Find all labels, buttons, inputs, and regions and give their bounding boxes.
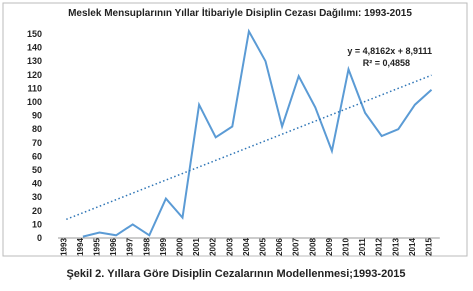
trend-equation: y = 4,8162x + 8,9111 <box>347 46 432 56</box>
x-tick-label: 2010 <box>342 238 351 256</box>
chart-title: Meslek Mensuplarının Yıllar İtibariyle D… <box>68 6 412 19</box>
x-tick-label: 2003 <box>225 238 234 256</box>
x-tick-label: 2012 <box>375 238 384 256</box>
y-tick-label: 60 <box>32 151 42 161</box>
y-tick-label: 20 <box>32 206 42 216</box>
trend-r2: R² = 0,4858 <box>363 58 410 68</box>
x-tick-label: 1995 <box>93 238 102 256</box>
y-tick-label: 10 <box>32 219 42 229</box>
caption: Şekil 2. Yıllara Göre Disiplin Cezaların… <box>66 268 405 280</box>
data-line <box>82 28 433 238</box>
x-tick-label: 2011 <box>358 238 367 256</box>
y-tick-label: 130 <box>27 56 42 66</box>
y-tick-label: 100 <box>27 97 42 107</box>
y-tick-label: 30 <box>32 192 42 202</box>
chart-frame <box>2 2 468 257</box>
y-tick-label: 110 <box>27 83 42 93</box>
x-tick-label: 1998 <box>142 238 151 256</box>
x-tick-label: 2005 <box>259 238 268 256</box>
x-tick-label: 2000 <box>176 238 185 256</box>
y-tick-label: 40 <box>32 179 42 189</box>
x-tick-label: 2015 <box>425 238 434 256</box>
y-tick-label: 0 <box>37 233 42 243</box>
x-tick-label: 2007 <box>292 238 301 256</box>
x-tick-label: 2001 <box>192 238 201 256</box>
y-tick-label: 50 <box>32 165 42 175</box>
y-tick-label: 140 <box>27 43 42 53</box>
y-tick-label: 120 <box>27 70 42 80</box>
y-tick-label: 70 <box>32 138 42 148</box>
x-tick-label: 2008 <box>308 238 317 256</box>
y-tick-label: 80 <box>32 124 42 134</box>
x-tick-label: 1994 <box>76 238 85 256</box>
y-tick-label: 150 <box>27 29 42 39</box>
x-tick-label: 2009 <box>325 238 334 256</box>
x-tick-label: 1993 <box>59 238 68 256</box>
y-tick-label: 90 <box>32 111 42 121</box>
x-tick-label: 2014 <box>408 238 417 256</box>
x-tick-label: 2006 <box>275 238 284 256</box>
trendline <box>66 74 432 221</box>
x-tick-label: 1997 <box>126 238 135 256</box>
x-tick-label: 2013 <box>391 238 400 256</box>
x-tick-label: 2004 <box>242 238 251 256</box>
x-tick-label: 2002 <box>209 238 218 256</box>
x-tick-label: 1996 <box>109 238 118 256</box>
x-tick-label: 1999 <box>159 238 168 256</box>
